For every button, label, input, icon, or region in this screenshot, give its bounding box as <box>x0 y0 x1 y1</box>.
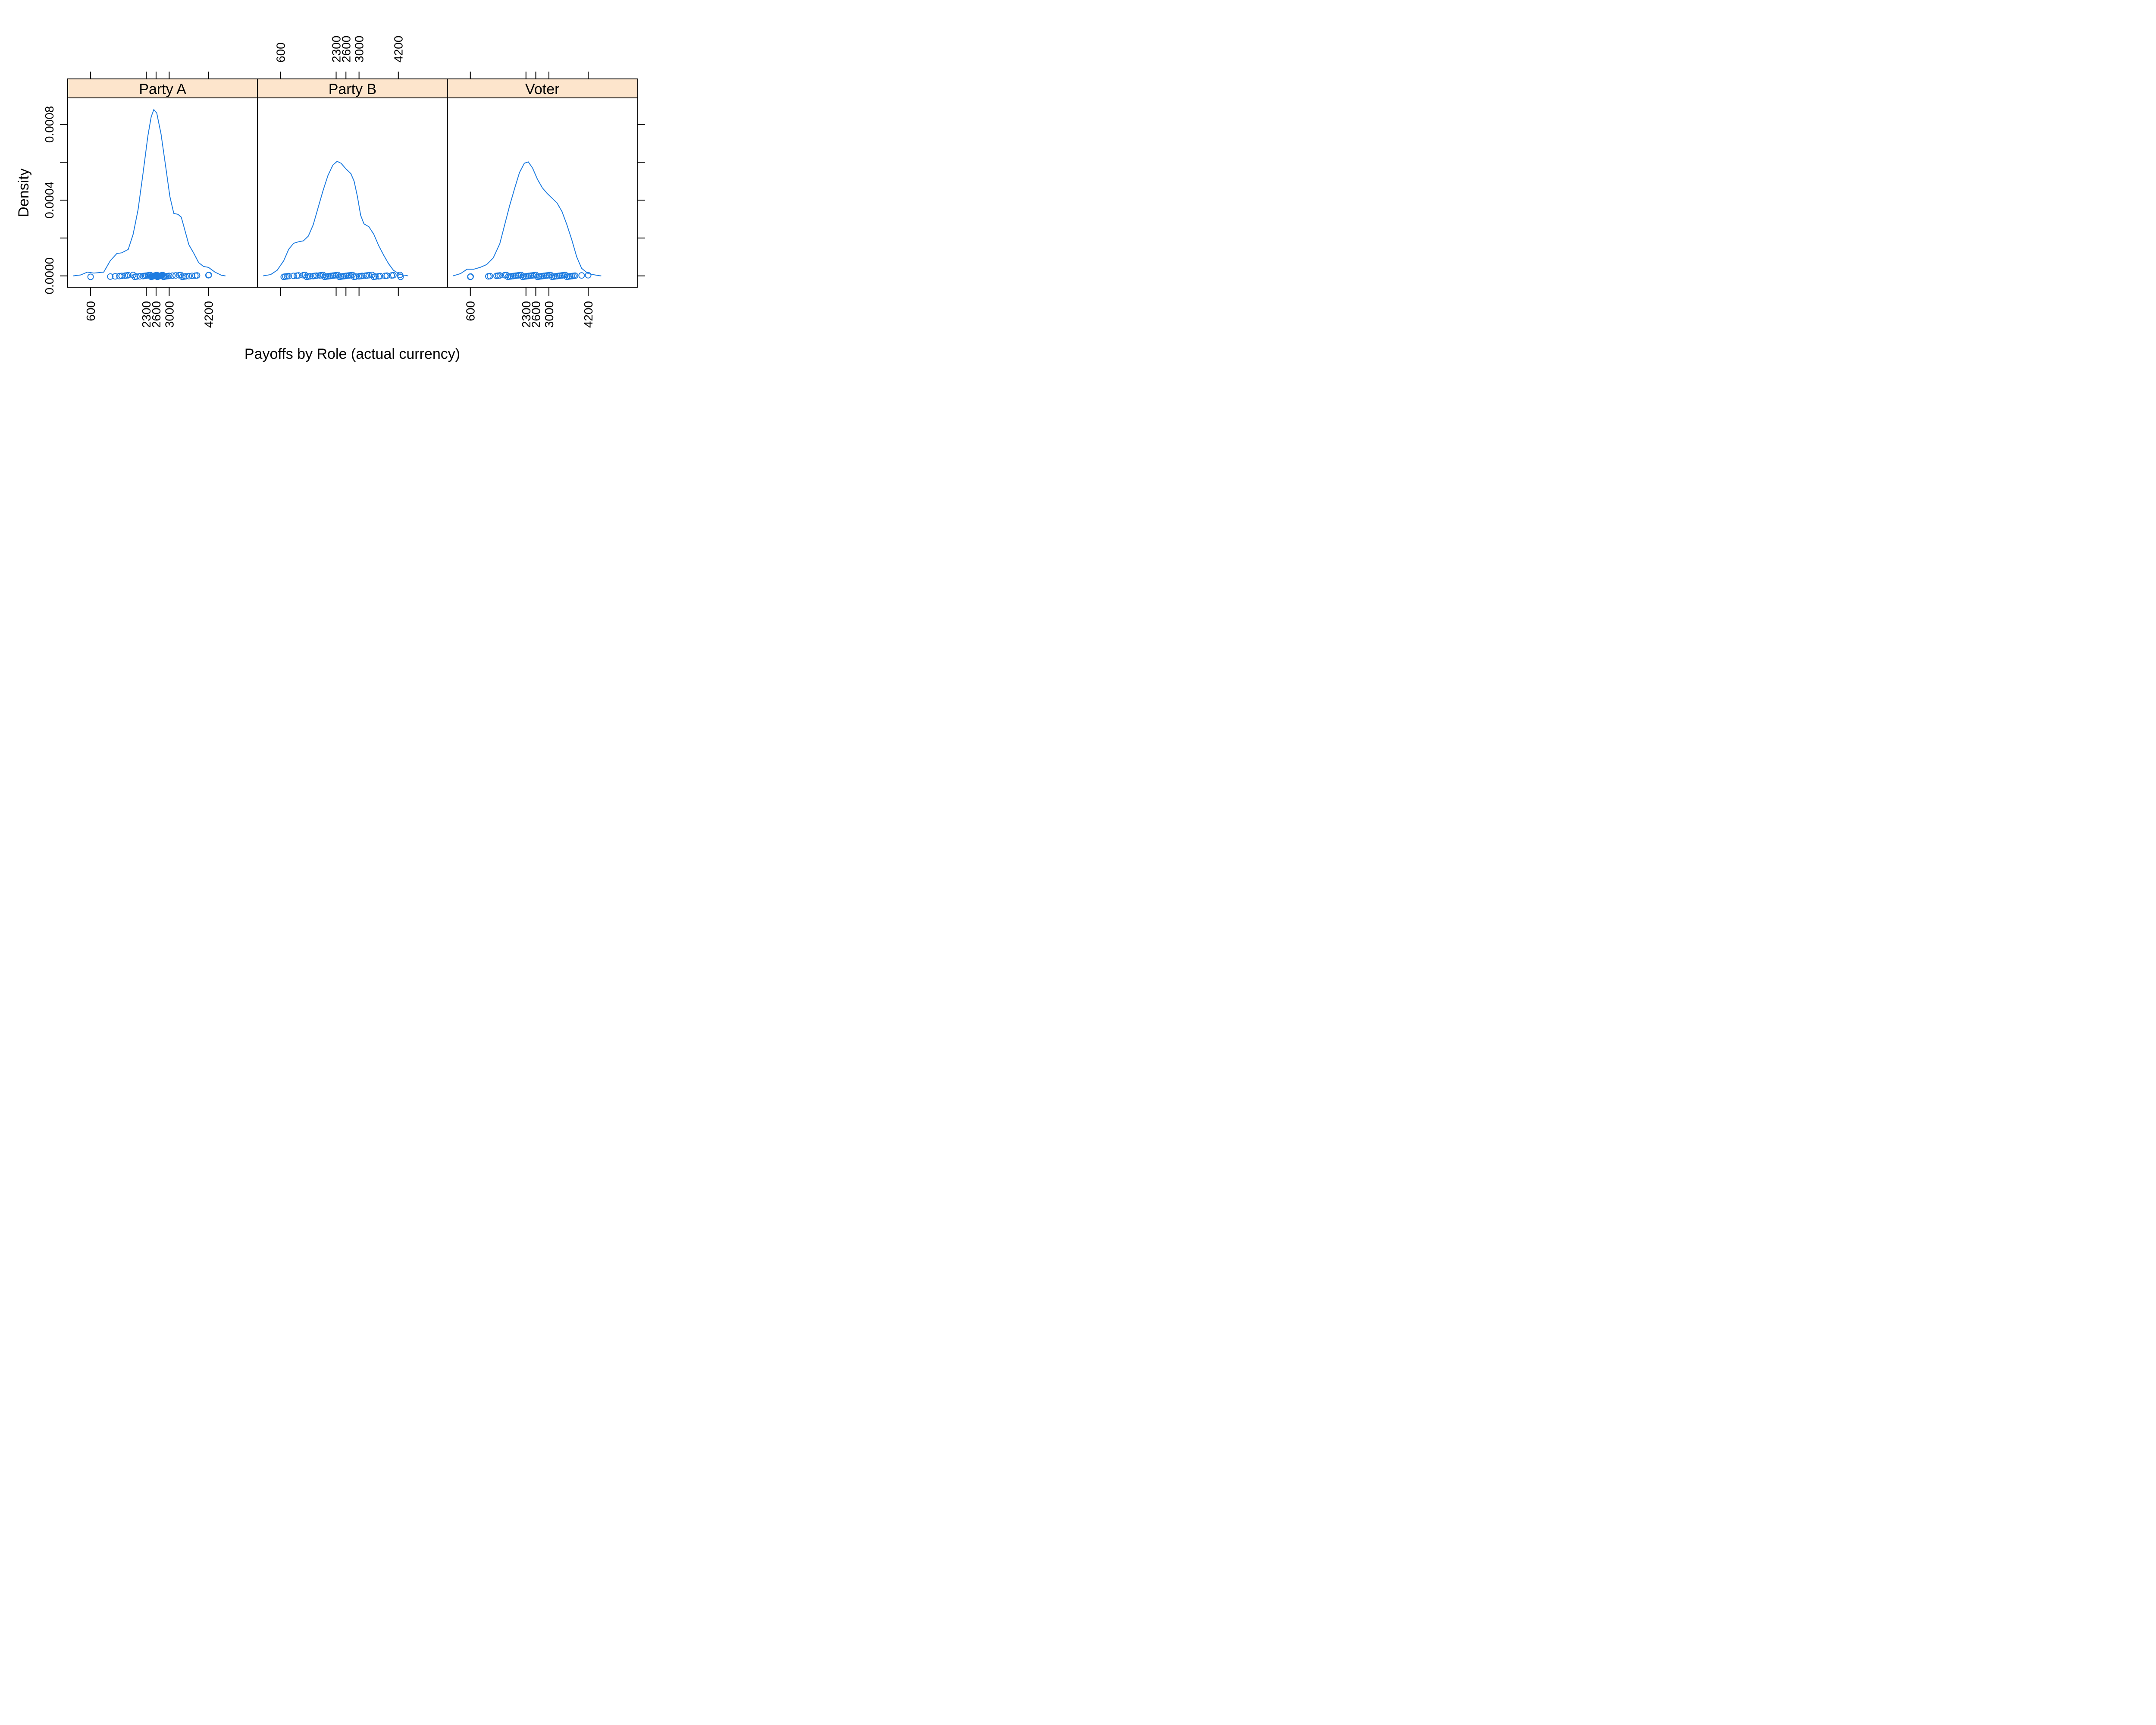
data-point <box>130 272 137 279</box>
data-point <box>383 272 390 279</box>
data-point <box>136 273 143 280</box>
panel-frame-party-a <box>67 97 258 288</box>
x-tick-label: 3000 <box>542 301 556 328</box>
data-point <box>313 272 320 279</box>
panel-frame-voter <box>447 97 638 288</box>
data-point <box>285 273 292 279</box>
data-point <box>182 273 189 280</box>
panel-frame-party-b <box>257 97 448 288</box>
x-tick-label: 600 <box>274 42 287 63</box>
x-tick-label: 4200 <box>392 36 405 63</box>
x-tick-label: 3000 <box>163 301 176 328</box>
data-point <box>369 272 376 279</box>
data-point <box>486 273 493 279</box>
data-point <box>194 272 201 279</box>
x-tick-label: 4200 <box>202 301 215 328</box>
data-point <box>205 272 212 279</box>
y-tick-label: 0.0004 <box>43 182 56 219</box>
y-tick-label: 0.0000 <box>43 257 56 295</box>
x-tick-label: 2600 <box>150 301 163 328</box>
density-curve-party-b <box>263 160 408 276</box>
data-point <box>572 272 579 279</box>
data-point <box>125 272 132 279</box>
data-point <box>349 272 356 279</box>
density-curve-party-a <box>73 109 226 276</box>
x-axis-title: Payoffs by Role (actual currency) <box>244 346 460 362</box>
data-point <box>290 273 297 279</box>
x-tick-label: 2600 <box>339 36 353 63</box>
data-point <box>172 272 179 279</box>
data-point <box>307 273 313 280</box>
data-point <box>352 273 359 280</box>
x-tick-label: 2300 <box>329 36 343 63</box>
data-point <box>295 272 302 279</box>
panel-party-a: Party A <box>67 78 258 288</box>
x-tick-label: 600 <box>84 301 97 321</box>
x-tick-label: 2300 <box>520 301 533 328</box>
data-point <box>189 273 195 279</box>
x-tick-label: 2300 <box>140 301 153 328</box>
data-point <box>467 273 474 280</box>
data-point <box>372 273 379 280</box>
strip-party-b <box>257 78 448 98</box>
y-axis-title: Density <box>16 168 32 217</box>
x-tick-label: 2600 <box>530 301 543 328</box>
data-point <box>585 272 592 279</box>
density-curve-voter <box>453 161 602 276</box>
data-point <box>166 273 172 279</box>
panels-layer: Party A Party B Voter <box>67 78 638 288</box>
x-tick-label: 600 <box>464 301 477 321</box>
data-point <box>397 273 404 280</box>
strip-label-party-b: Party B <box>329 81 376 97</box>
panel-voter: Voter <box>447 78 638 288</box>
data-point <box>133 273 140 280</box>
data-point <box>107 273 114 280</box>
x-tick-label: 3000 <box>353 36 366 63</box>
data-point <box>578 272 585 279</box>
strip-party-a <box>67 78 258 98</box>
data-point <box>87 273 94 280</box>
strip-label-voter: Voter <box>525 81 559 97</box>
data-point <box>169 272 176 279</box>
x-tick-label: 4200 <box>582 301 595 328</box>
data-point <box>112 273 119 280</box>
panel-party-b: Party B <box>257 78 448 288</box>
data-point <box>496 272 503 279</box>
data-point <box>359 273 366 279</box>
y-tick-label: 0.0008 <box>43 106 56 143</box>
data-point <box>118 273 125 279</box>
data-point <box>390 272 397 279</box>
strip-voter <box>447 78 638 98</box>
data-point <box>185 273 192 279</box>
strip-label-party-a: Party A <box>139 81 186 97</box>
data-point <box>377 273 384 279</box>
